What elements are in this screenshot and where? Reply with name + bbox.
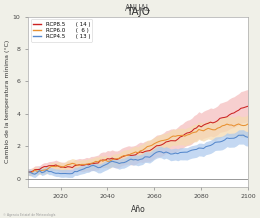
Legend: RCP8.5      ( 14 ), RCP6.0      (  6 ), RCP4.5      ( 13 ): RCP8.5 ( 14 ), RCP6.0 ( 6 ), RCP4.5 ( 13… [31,19,92,41]
Y-axis label: Cambio de la temperatura mínima (°C): Cambio de la temperatura mínima (°C) [4,40,10,163]
Text: © Agencia Estatal de Meteorología: © Agencia Estatal de Meteorología [3,213,55,217]
Title: TAJO: TAJO [126,7,150,17]
Text: ANUAL: ANUAL [125,4,151,13]
X-axis label: Año: Año [131,205,145,214]
